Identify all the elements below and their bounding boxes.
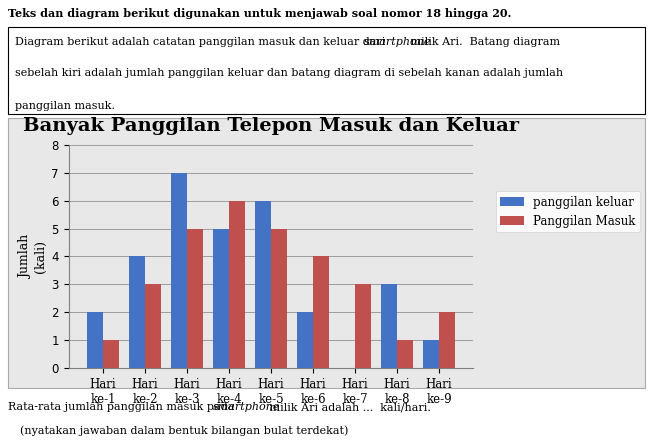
Text: milik Ari adalah ...  kali/hari.: milik Ari adalah ... kali/hari. — [266, 402, 431, 412]
Text: smartphone: smartphone — [213, 402, 280, 412]
Text: (nyatakan jawaban dalam bentuk bilangan bulat terdekat): (nyatakan jawaban dalam bentuk bilangan … — [20, 426, 348, 437]
Text: smartphone: smartphone — [364, 37, 431, 47]
Legend: panggilan keluar, Panggilan Masuk: panggilan keluar, Panggilan Masuk — [496, 191, 641, 232]
Bar — [129, 256, 145, 368]
Text: Diagram berikut adalah catatan panggilan masuk dan keluar dari: Diagram berikut adalah catatan panggilan… — [16, 37, 389, 47]
Bar — [87, 312, 103, 368]
Bar — [271, 228, 287, 368]
Bar — [439, 312, 455, 368]
Y-axis label: Jumlah
(kali): Jumlah (kali) — [19, 234, 47, 279]
Text: Rata-rata jumlah panggilan masuk pada: Rata-rata jumlah panggilan masuk pada — [8, 402, 238, 412]
Bar — [355, 285, 371, 368]
Bar — [229, 201, 245, 368]
Text: Teks dan diagram berikut digunakan untuk menjawab soal nomor 18 hingga 20.: Teks dan diagram berikut digunakan untuk… — [8, 8, 511, 19]
Bar — [187, 228, 203, 368]
Bar — [103, 340, 119, 368]
Bar — [313, 256, 329, 368]
Bar — [213, 228, 229, 368]
Text: panggilan masuk.: panggilan masuk. — [16, 101, 116, 111]
Bar — [397, 340, 413, 368]
Bar — [145, 285, 161, 368]
FancyBboxPatch shape — [8, 118, 645, 388]
Bar — [171, 173, 187, 368]
Bar — [381, 285, 397, 368]
Bar — [255, 201, 271, 368]
Title: Banyak Panggilan Telepon Masuk dan Keluar: Banyak Panggilan Telepon Masuk dan Kelua… — [23, 117, 519, 135]
Text: milik Ari.  Batang diagram: milik Ari. Batang diagram — [407, 37, 560, 47]
FancyBboxPatch shape — [8, 27, 645, 114]
Bar — [297, 312, 313, 368]
Text: sebelah kiri adalah jumlah panggilan keluar dan batang diagram di sebelah kanan : sebelah kiri adalah jumlah panggilan kel… — [16, 68, 564, 78]
Bar — [423, 340, 439, 368]
